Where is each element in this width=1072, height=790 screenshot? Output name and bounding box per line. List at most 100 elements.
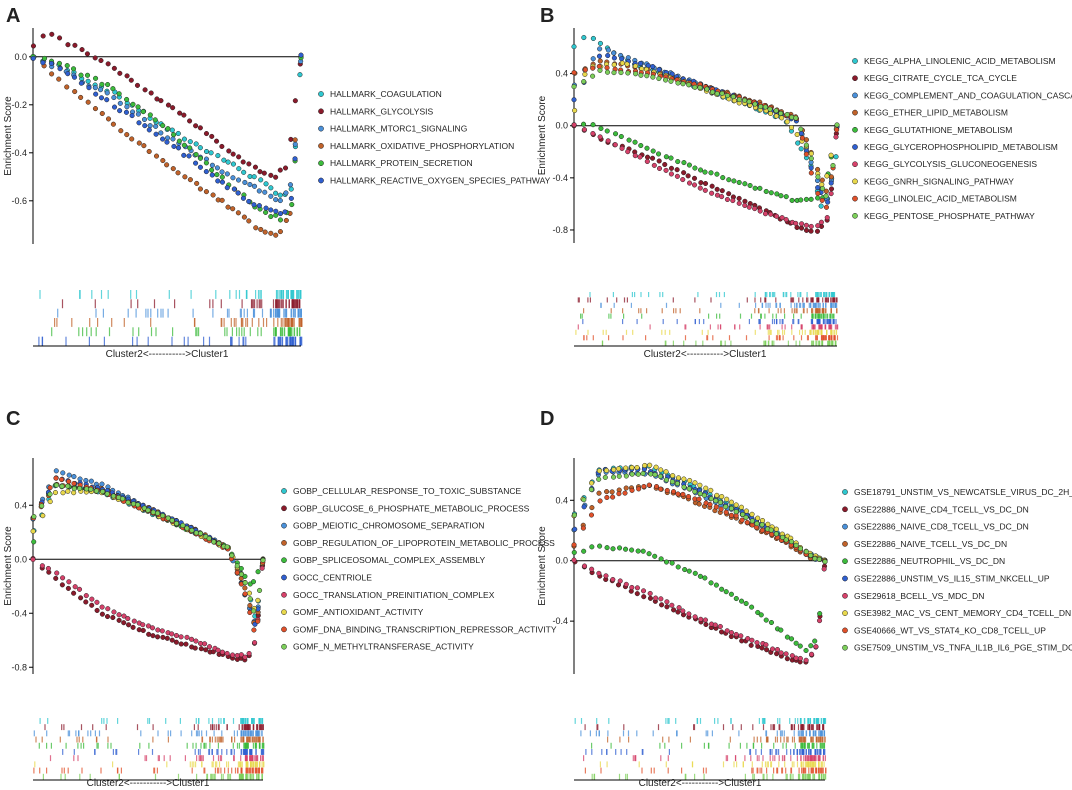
data-point <box>696 496 702 502</box>
data-point <box>40 33 46 39</box>
rug-tick <box>580 313 582 319</box>
rug-tick <box>642 749 644 755</box>
rug-tick <box>772 313 774 319</box>
rug-tick <box>659 292 661 298</box>
data-point <box>251 174 257 180</box>
rug-tick <box>800 302 802 308</box>
data-point <box>104 97 110 103</box>
rug-tick <box>640 292 642 298</box>
rug-tick <box>610 742 612 749</box>
rug-tick <box>804 773 807 780</box>
data-point <box>235 177 242 183</box>
rug-tick <box>211 749 213 755</box>
rug-tick <box>813 761 815 768</box>
data-point <box>580 121 587 127</box>
rug-tick <box>261 730 263 737</box>
rug-tick <box>791 329 793 335</box>
rug-tick <box>232 718 235 724</box>
data-point <box>742 97 748 103</box>
rug-tick <box>208 749 210 755</box>
legend-entry: GOBP_SPLICEOSOMAL_COMPLEX_ASSEMBLY <box>293 555 485 565</box>
y-tick-label: -0.4 <box>552 616 568 626</box>
rug-tick <box>300 318 303 327</box>
rug-tick <box>818 761 820 768</box>
rug-tick <box>217 724 219 731</box>
legend-entry: GSE7509_UNSTIM_VS_TNFA_IL1B_IL6_PGE_STIM… <box>854 643 1072 653</box>
rug-tick <box>767 761 769 768</box>
legend-marker <box>281 540 287 546</box>
data-point <box>647 462 653 468</box>
rug-tick <box>290 290 292 299</box>
rug-tick <box>292 299 295 309</box>
rug-tick <box>822 767 824 774</box>
data-point <box>634 464 640 471</box>
rug-tick <box>252 767 254 774</box>
data-point <box>160 136 166 142</box>
rug-tick <box>591 773 593 780</box>
data-point <box>697 573 703 579</box>
rug-tick <box>107 736 109 743</box>
rug-tick <box>87 730 89 737</box>
rug-tick <box>790 755 792 762</box>
data-point <box>219 174 225 180</box>
data-point <box>749 511 755 517</box>
rug-tick <box>785 773 787 780</box>
data-point <box>629 471 635 477</box>
data-point <box>788 124 795 131</box>
data-point <box>105 61 111 67</box>
rug-tick <box>286 318 288 327</box>
rug-tick <box>786 736 788 743</box>
data-point <box>160 634 166 640</box>
series-7 <box>571 122 839 229</box>
rug-tick <box>151 749 154 755</box>
data-point <box>104 613 111 620</box>
rug-tick <box>147 308 149 318</box>
rug-tick <box>242 773 244 780</box>
data-point <box>589 566 595 572</box>
data-point <box>619 56 625 62</box>
data-point <box>124 104 130 110</box>
rug-tick <box>65 336 67 346</box>
data-point <box>64 63 70 69</box>
rug-tick <box>107 290 109 299</box>
data-point <box>98 57 104 64</box>
data-point <box>282 165 289 171</box>
rug-tick <box>80 724 83 731</box>
data-point <box>59 477 65 483</box>
rug-tick <box>672 340 674 346</box>
rug-tick <box>201 755 203 762</box>
rug-tick <box>703 319 705 325</box>
rug-tick <box>735 755 737 762</box>
rug-tick <box>219 755 221 762</box>
rug-tick <box>785 742 787 749</box>
rug-tick <box>82 736 84 743</box>
data-point <box>247 181 253 188</box>
data-point <box>129 113 135 119</box>
data-point <box>697 85 703 91</box>
rug-tick <box>294 308 296 318</box>
rug-tick <box>819 736 821 743</box>
rug-tick <box>287 336 289 346</box>
rug-tick <box>818 329 820 335</box>
rug-tick <box>283 327 286 337</box>
data-point <box>692 489 698 495</box>
rug-tick <box>242 730 245 737</box>
rug-tick <box>673 308 675 314</box>
data-point <box>203 169 209 175</box>
rug-tick <box>768 335 770 341</box>
data-point <box>65 71 71 77</box>
rug-tick <box>220 299 222 309</box>
rug-tick <box>261 724 263 731</box>
data-point <box>747 182 753 189</box>
data-point <box>39 563 45 569</box>
rug-tick <box>827 297 829 303</box>
data-point <box>823 204 830 210</box>
data-point <box>60 575 66 581</box>
data-point <box>669 560 675 566</box>
data-point <box>774 651 780 657</box>
rug-tick <box>660 755 662 762</box>
data-point <box>603 573 609 579</box>
rug-tick <box>636 730 638 737</box>
series-3 <box>571 46 840 202</box>
rug-tick <box>238 724 240 731</box>
